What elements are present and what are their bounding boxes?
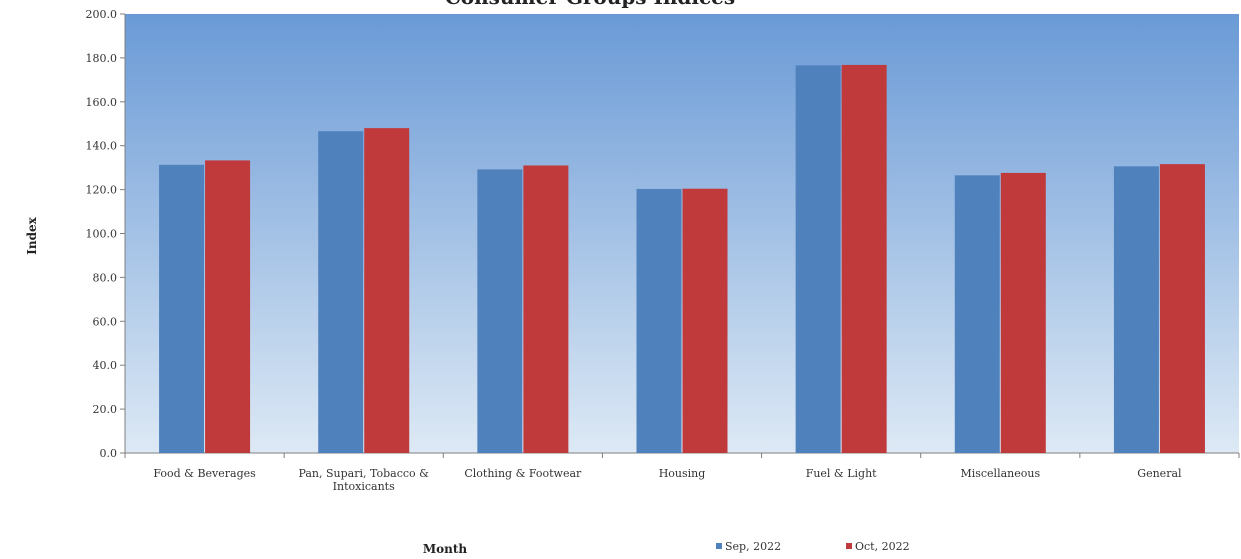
bar — [682, 188, 728, 454]
bar — [364, 128, 410, 453]
x-category-label: Fuel & Light — [806, 467, 877, 480]
y-tick-label: 20.0 — [93, 403, 118, 416]
x-category-label: Pan, Supari, Tobacco & Intoxicants — [298, 467, 429, 493]
y-tick-label: 140.0 — [86, 140, 118, 153]
bar — [159, 164, 205, 453]
y-tick-label: 60.0 — [93, 315, 118, 328]
chart-title: Consumer Groups Indices — [445, 0, 735, 9]
x-axis-title: Month — [423, 542, 468, 556]
x-category-label: Clothing & Footwear — [464, 467, 582, 480]
y-tick-label: 0.0 — [100, 447, 118, 460]
y-axis: 0.0 20.0 40.0 60.0 80.0 100.0 120.0 140.0 160.0 1… — [86, 8, 126, 460]
y-tick-label: 160.0 — [86, 96, 118, 109]
x-category-label: Food & Beverages — [153, 467, 256, 480]
plot-area — [125, 14, 1239, 453]
y-tick-label: 200.0 — [86, 8, 118, 21]
bar — [795, 65, 841, 453]
legend-entry: Sep, 2022 — [725, 540, 781, 553]
legend-entry: Oct, 2022 — [855, 540, 910, 553]
bar — [1113, 166, 1159, 453]
legend-swatch — [846, 543, 852, 549]
bar — [477, 169, 523, 453]
bar — [841, 64, 887, 453]
legend-swatch — [716, 543, 722, 549]
y-tick-label: 80.0 — [93, 271, 118, 284]
bar — [954, 175, 1000, 453]
y-tick-label: 120.0 — [86, 184, 118, 197]
x-category-label: Housing — [659, 467, 706, 480]
bar — [1159, 164, 1205, 453]
y-axis-title: Index — [25, 216, 39, 254]
x-category-label: General — [1137, 467, 1182, 480]
bar — [636, 188, 682, 453]
x-category-label: Miscellaneous — [960, 467, 1040, 480]
y-tick-label: 40.0 — [93, 359, 118, 372]
bar — [318, 131, 364, 453]
y-tick-label: 180.0 — [86, 52, 118, 65]
bar — [205, 160, 251, 453]
x-axis: Food & Beverages Pan, Supari, Tobacco & In… — [124, 452, 1240, 493]
legend: Sep, 2022 Oct, 2022 — [716, 540, 910, 553]
bar — [1000, 172, 1046, 453]
bar — [523, 165, 569, 453]
y-tick-label: 100.0 — [86, 228, 118, 241]
bars — [159, 64, 1205, 454]
